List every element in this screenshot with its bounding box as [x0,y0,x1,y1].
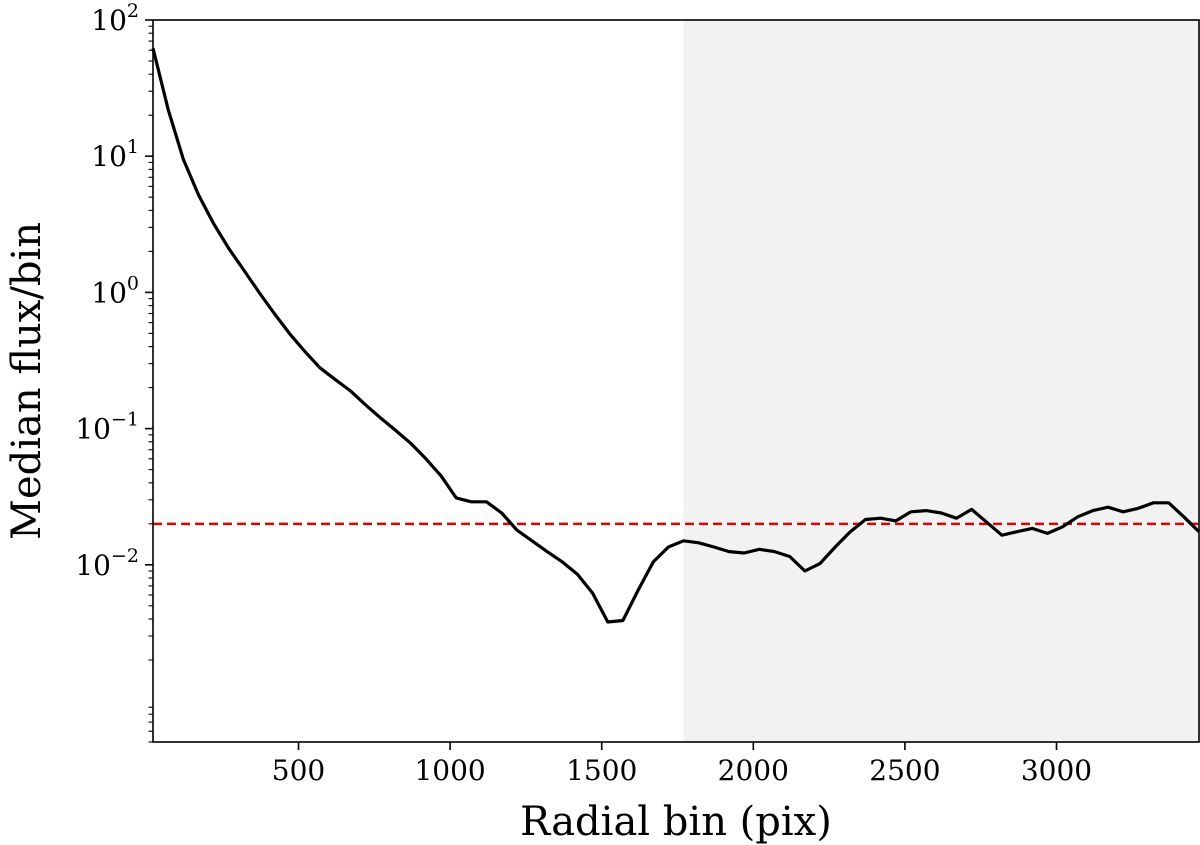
x-tick-label: 500 [272,754,325,787]
y-tick-label: 100 [91,272,139,309]
y-axis: 10−2 10−1 100 101 102 [75,0,153,743]
x-axis: 500 1000 1500 2000 2500 3000 [272,742,1092,787]
plot-frame [152,19,1200,743]
series-layer [151,47,1200,624]
x-tick-label: 1500 [566,754,637,787]
y-tick-label: 102 [91,0,139,37]
x-tick-label: 2000 [718,754,789,787]
y-axis-label: Median flux/bin [4,222,50,540]
y-tick-label: 10−1 [75,409,139,446]
shaded-region [683,20,1199,742]
x-tick-label: 3000 [1021,754,1092,787]
y-tick-label: 10−2 [75,545,139,582]
shaded-region-layer [683,20,1199,742]
x-tick-label: 2500 [869,754,940,787]
x-axis-label: Radial bin (pix) [520,799,832,845]
series-line-0 [151,47,1200,624]
x-tick-label: 1000 [414,754,485,787]
y-tick-label: 101 [91,136,139,173]
